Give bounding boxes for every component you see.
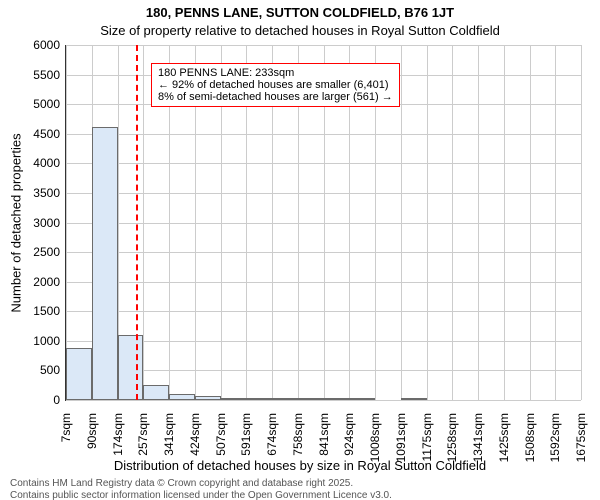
gridline-vertical (452, 45, 453, 400)
y-tick-label: 5500 (33, 68, 60, 82)
gridline-vertical (555, 45, 556, 400)
x-tick-label: 1592sqm (548, 413, 562, 462)
y-tick-label: 3500 (33, 186, 60, 200)
chart-container: 180, PENNS LANE, SUTTON COLDFIELD, B76 1… (0, 0, 600, 500)
histogram-bar (246, 398, 272, 400)
y-tick-label: 4500 (33, 127, 60, 141)
x-tick-label: 924sqm (342, 413, 356, 456)
y-tick-label: 2500 (33, 245, 60, 259)
plot-area: 0500100015002000250030003500400045005000… (65, 45, 581, 401)
gridline-vertical (427, 45, 428, 400)
y-tick-label: 2000 (33, 275, 60, 289)
y-tick-label: 500 (40, 363, 60, 377)
x-tick-label: 1175sqm (420, 413, 434, 461)
x-axis-label: Distribution of detached houses by size … (0, 458, 600, 473)
chart-title-line1: 180, PENNS LANE, SUTTON COLDFIELD, B76 1… (0, 5, 600, 20)
histogram-bar (195, 396, 221, 400)
x-tick-label: 758sqm (291, 413, 305, 456)
histogram-bar (272, 398, 298, 400)
y-tick-label: 4000 (33, 156, 60, 170)
y-tick-label: 1500 (33, 304, 60, 318)
x-tick-label: 591sqm (239, 413, 253, 456)
histogram-bar (118, 335, 144, 400)
x-tick-label: 7sqm (59, 413, 73, 442)
x-tick-label: 1508sqm (523, 413, 537, 462)
x-tick-label: 674sqm (265, 413, 279, 456)
gridline-horizontal (66, 400, 581, 401)
y-tick-label: 0 (53, 393, 60, 407)
x-tick-label: 1425sqm (497, 413, 511, 462)
x-tick-label: 174sqm (111, 413, 125, 456)
x-tick-label: 1341sqm (471, 413, 485, 462)
gridline-vertical (581, 45, 582, 400)
histogram-bar (349, 398, 375, 400)
property-marker-line (136, 45, 138, 400)
gridline-vertical (478, 45, 479, 400)
gridline-vertical (530, 45, 531, 400)
x-tick-label: 1008sqm (368, 413, 382, 462)
histogram-bar (92, 127, 118, 400)
x-tick-label: 1675sqm (574, 413, 588, 462)
y-tick-label: 6000 (33, 38, 60, 52)
gridline-vertical (504, 45, 505, 400)
annotation-line3: 8% of semi-detached houses are larger (5… (158, 91, 393, 103)
x-tick-label: 341sqm (162, 413, 176, 456)
histogram-bar (324, 398, 350, 400)
x-tick-label: 257sqm (136, 413, 150, 456)
gridline-vertical (143, 45, 144, 400)
histogram-bar (66, 348, 92, 400)
annotation-box: 180 PENNS LANE: 233sqm ← 92% of detached… (151, 63, 400, 107)
footer-line1: Contains HM Land Registry data © Crown c… (10, 478, 353, 489)
y-axis-label: Number of detached properties (9, 133, 24, 312)
y-tick-label: 5000 (33, 97, 60, 111)
gridline-vertical (401, 45, 402, 400)
histogram-bar (221, 398, 247, 400)
y-tick-label: 3000 (33, 216, 60, 230)
histogram-bar (143, 385, 169, 400)
x-tick-label: 1091sqm (394, 413, 408, 462)
x-tick-label: 424sqm (188, 413, 202, 456)
x-tick-label: 90sqm (85, 413, 99, 449)
y-tick-label: 1000 (33, 334, 60, 348)
footer-line2: Contains public sector information licen… (10, 490, 392, 500)
histogram-bar (401, 398, 427, 400)
chart-title-line2: Size of property relative to detached ho… (0, 23, 600, 38)
gridline-vertical (66, 45, 67, 400)
histogram-bar (298, 398, 324, 400)
annotation-line1: 180 PENNS LANE: 233sqm (158, 67, 393, 79)
x-tick-label: 507sqm (214, 413, 228, 456)
x-tick-label: 841sqm (317, 413, 331, 456)
histogram-bar (169, 394, 195, 400)
annotation-line2: ← 92% of detached houses are smaller (6,… (158, 79, 393, 91)
x-tick-label: 1258sqm (445, 413, 459, 462)
